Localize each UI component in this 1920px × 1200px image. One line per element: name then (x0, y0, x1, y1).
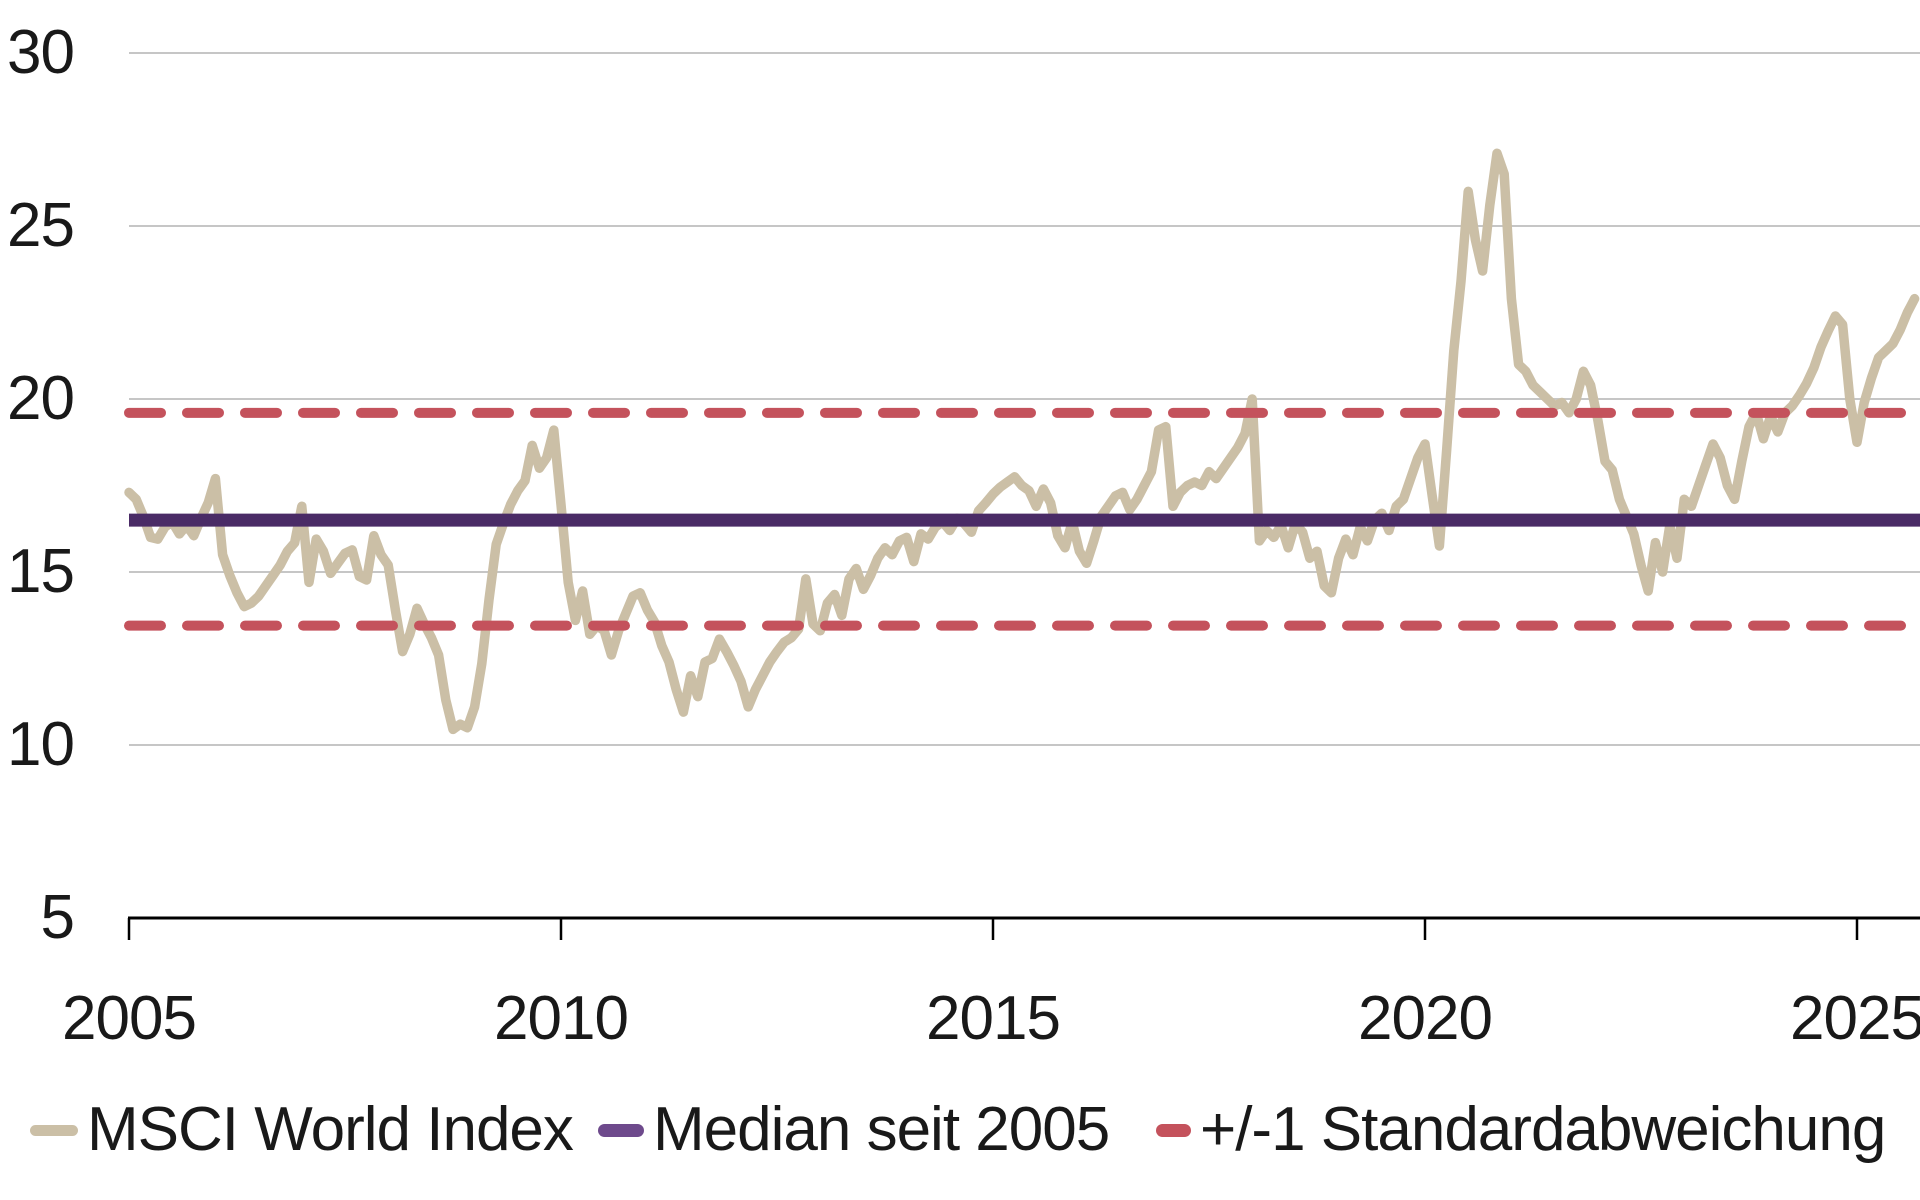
x-tick-label-2015: 2015 (926, 984, 1061, 1053)
legend-label-median: Median seit 2005 (653, 1095, 1110, 1164)
legend-label-msci-world-index: MSCI World Index (87, 1095, 574, 1164)
y-tick-label-30: 30 (7, 18, 75, 87)
legend-item-median: Median seit 2005 (598, 1095, 1110, 1164)
y-tick-label-10: 10 (7, 710, 75, 779)
y-tick-label-25: 25 (7, 191, 75, 260)
y-tick-label-5: 5 (40, 883, 75, 952)
x-tick-label-2010: 2010 (494, 984, 629, 1053)
legend-item-msci-world-index: MSCI World Index (30, 1095, 574, 1164)
x-tick-label-2020: 2020 (1358, 984, 1493, 1053)
y-tick-label-15: 15 (7, 537, 75, 606)
legend-item-standard-deviation: +/-1 Standardabweichung (1156, 1095, 1886, 1164)
legend-label-standard-deviation: +/-1 Standardabweichung (1200, 1095, 1886, 1164)
x-tick-label-2005: 2005 (62, 984, 197, 1053)
x-tick-label-2025: 2025 (1790, 984, 1920, 1053)
legend-swatch-median-line-icon (598, 1123, 644, 1137)
legend-swatch-msci-line-icon (30, 1124, 78, 1136)
msci-world-index-line (124, 148, 1920, 735)
legend-swatch-stddev-dash-icon (1156, 1123, 1191, 1137)
y-tick-label-20: 20 (7, 364, 75, 433)
legend: MSCI World Index Median seit 2005 +/-1 S… (0, 1096, 1920, 1164)
